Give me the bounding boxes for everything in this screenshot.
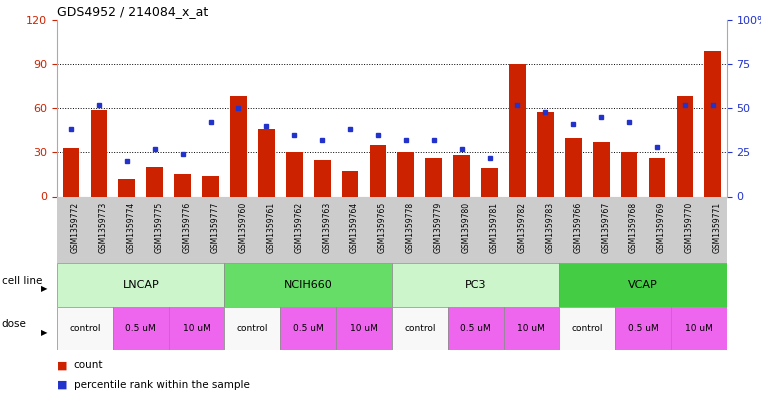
Bar	[146, 167, 163, 196]
Bar	[677, 96, 693, 196]
Text: GSM1359765: GSM1359765	[378, 202, 387, 253]
Text: GSM1359762: GSM1359762	[295, 202, 303, 253]
Bar	[671, 307, 727, 350]
Bar	[336, 307, 392, 350]
Text: 0.5 uM: 0.5 uM	[460, 324, 491, 332]
Text: GSM1359776: GSM1359776	[183, 202, 192, 253]
Text: dose: dose	[2, 319, 27, 329]
Bar	[593, 142, 610, 196]
Text: GSM1359772: GSM1359772	[71, 202, 80, 253]
Text: GSM1359767: GSM1359767	[601, 202, 610, 253]
Bar	[224, 263, 392, 307]
Text: GSM1359760: GSM1359760	[238, 202, 247, 253]
Bar	[370, 145, 387, 196]
Text: 10 uM: 10 uM	[350, 324, 378, 332]
Bar	[113, 307, 169, 350]
Text: GSM1359773: GSM1359773	[99, 202, 108, 253]
Text: ▶: ▶	[40, 328, 47, 336]
Text: GSM1359778: GSM1359778	[406, 202, 415, 253]
Text: GSM1359774: GSM1359774	[127, 202, 135, 253]
Text: 10 uM: 10 uM	[685, 324, 713, 332]
Text: GSM1359770: GSM1359770	[685, 202, 694, 253]
Text: GSM1359764: GSM1359764	[350, 202, 359, 253]
Text: GSM1359783: GSM1359783	[546, 202, 554, 253]
Text: GSM1359768: GSM1359768	[629, 202, 638, 253]
Text: 10 uM: 10 uM	[183, 324, 211, 332]
Bar	[615, 307, 671, 350]
Text: percentile rank within the sample: percentile rank within the sample	[74, 380, 250, 390]
Bar	[57, 263, 224, 307]
Text: GSM1359763: GSM1359763	[322, 202, 331, 253]
Text: 0.5 uM: 0.5 uM	[126, 324, 156, 332]
Bar	[62, 148, 79, 196]
Bar	[169, 307, 224, 350]
Text: GSM1359777: GSM1359777	[211, 202, 219, 253]
Bar	[342, 171, 358, 196]
Bar	[91, 110, 107, 196]
Bar	[258, 129, 275, 196]
Text: GSM1359781: GSM1359781	[489, 202, 498, 253]
Text: GSM1359766: GSM1359766	[573, 202, 582, 253]
Text: cell line: cell line	[2, 276, 42, 286]
Bar	[286, 152, 303, 196]
Text: ▶: ▶	[40, 285, 47, 293]
Text: control: control	[237, 324, 268, 332]
Bar	[392, 263, 559, 307]
Bar	[174, 174, 191, 196]
Text: 10 uM: 10 uM	[517, 324, 546, 332]
Text: VCAP: VCAP	[628, 280, 658, 290]
Text: LNCAP: LNCAP	[123, 280, 159, 290]
Bar	[559, 307, 615, 350]
Bar	[565, 138, 581, 196]
Bar	[509, 64, 526, 196]
Bar	[621, 152, 638, 196]
Bar	[481, 169, 498, 196]
Text: 0.5 uM: 0.5 uM	[293, 324, 323, 332]
Bar	[648, 158, 665, 196]
Bar	[397, 152, 414, 196]
Text: NCIH660: NCIH660	[284, 280, 333, 290]
Text: control: control	[572, 324, 603, 332]
Text: control: control	[404, 324, 435, 332]
Bar	[504, 307, 559, 350]
Text: ■: ■	[57, 360, 68, 371]
Bar	[559, 263, 727, 307]
Bar	[230, 96, 247, 196]
Text: GSM1359771: GSM1359771	[713, 202, 721, 253]
Text: ■: ■	[57, 380, 68, 390]
Text: GSM1359769: GSM1359769	[657, 202, 666, 253]
Bar	[447, 307, 504, 350]
Text: GSM1359782: GSM1359782	[517, 202, 527, 253]
Bar	[224, 307, 280, 350]
Text: 0.5 uM: 0.5 uM	[628, 324, 658, 332]
Bar	[119, 179, 135, 196]
Bar	[537, 112, 554, 196]
Text: GDS4952 / 214084_x_at: GDS4952 / 214084_x_at	[57, 6, 209, 18]
Bar	[705, 51, 721, 196]
Bar	[392, 307, 447, 350]
Bar	[454, 155, 470, 196]
Bar	[202, 176, 219, 196]
Bar	[57, 307, 113, 350]
Bar	[314, 160, 330, 196]
Text: GSM1359775: GSM1359775	[154, 202, 164, 253]
Bar	[280, 307, 336, 350]
Text: control: control	[69, 324, 100, 332]
Text: GSM1359780: GSM1359780	[462, 202, 470, 253]
Text: count: count	[74, 360, 103, 371]
Text: PC3: PC3	[465, 280, 486, 290]
Text: GSM1359761: GSM1359761	[266, 202, 275, 253]
Bar	[425, 158, 442, 196]
Text: GSM1359779: GSM1359779	[434, 202, 443, 253]
